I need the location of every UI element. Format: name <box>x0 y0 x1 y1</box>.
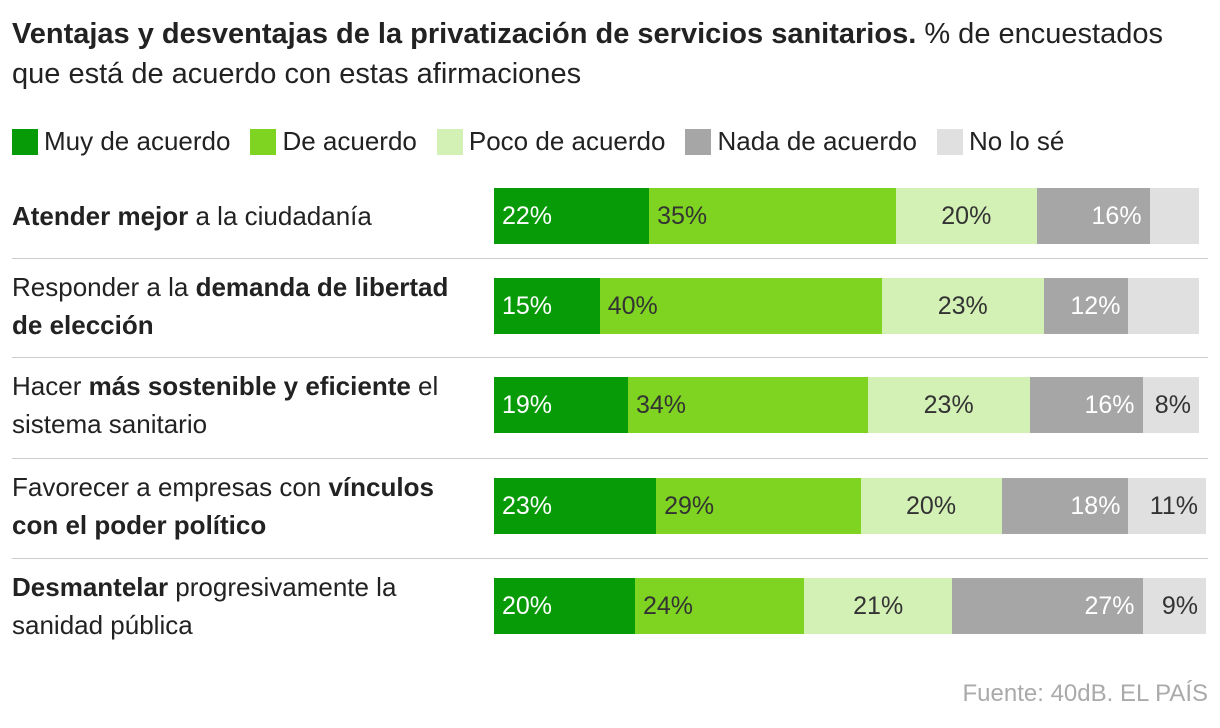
legend-swatch <box>250 128 277 155</box>
category-text: progresivamente la sanidad pública <box>12 572 397 640</box>
value-label: 35% <box>657 202 708 230</box>
bar-segment: 21% <box>804 578 953 634</box>
category-label: Atender mejor a la ciudadanía <box>12 197 482 235</box>
bar-segment: 23% <box>867 377 1030 433</box>
legend-item: No lo sé <box>936 126 1065 157</box>
bar-segment: 20% <box>895 188 1037 244</box>
category-label: Favorecer a empresas con vínculos con el… <box>12 468 482 544</box>
bar-segment: 29% <box>656 478 861 534</box>
bar-segment: 15% <box>494 278 600 334</box>
bar-segment: 11% <box>1128 478 1206 534</box>
bar-segment: 12% <box>1043 278 1129 334</box>
category-text: Favorecer a empresas con <box>12 472 329 502</box>
value-label: 8% <box>1154 391 1191 419</box>
bar-segment: 35% <box>649 188 896 244</box>
legend-swatch <box>685 128 712 155</box>
chart-title: Ventajas y desventajas de la privatizaci… <box>12 18 917 50</box>
bar-segment: 18% <box>1001 478 1129 534</box>
category-text: más sostenible y eficiente <box>88 371 411 401</box>
value-label: 16% <box>1091 202 1142 230</box>
category-text: Hacer <box>12 371 89 401</box>
bar-segment: 20% <box>860 478 1002 534</box>
value-label: 22% <box>502 202 553 230</box>
value-label: 15% <box>502 292 553 320</box>
legend-item: Muy de acuerdo <box>12 126 230 157</box>
separator <box>12 357 1208 358</box>
value-label: 40% <box>607 292 658 320</box>
value-label: 23% <box>923 391 974 419</box>
value-label: 23% <box>502 492 553 520</box>
separator <box>12 558 1208 559</box>
legend-label: No lo sé <box>968 126 1065 156</box>
value-label: 24% <box>642 592 694 620</box>
legend-label: De acuerdo <box>282 126 417 156</box>
value-label: 20% <box>502 592 553 620</box>
value-label: 9% <box>1161 592 1198 620</box>
legend: Muy de acuerdo De acuerdo Poco de acuerdo N… <box>12 126 1064 157</box>
bar-segment: 27% <box>952 578 1143 634</box>
legend-label: Muy de acuerdo <box>44 126 231 156</box>
bar-segment: 40% <box>599 278 882 334</box>
value-label: 29% <box>664 492 715 520</box>
source: Fuente: 40dB. EL PAÍS <box>962 680 1208 707</box>
category-text: vínculos con el poder político <box>12 472 434 540</box>
legend-swatch <box>12 128 38 155</box>
separator <box>12 458 1208 459</box>
legend-label: Poco de acuerdo <box>468 126 666 156</box>
category-text: Responder a la <box>12 272 196 302</box>
value-label: 20% <box>941 202 992 230</box>
bar-segment: 16% <box>1029 377 1143 433</box>
value-label: 20% <box>906 492 957 520</box>
legend-label: Nada de acuerdo <box>717 126 917 156</box>
category-text: demanda de libertad de elección <box>12 272 449 340</box>
value-label: 11% <box>1149 492 1198 520</box>
bar-segment: 22% <box>494 188 650 244</box>
legend-item: Poco de acuerdo <box>436 126 666 157</box>
value-label: 18% <box>1070 492 1121 520</box>
subtitle: % de encuestados que está de acuerdo con… <box>12 18 1163 90</box>
legend-swatch <box>436 128 463 155</box>
category-label: Hacer más sostenible y eficiente el sist… <box>12 367 482 443</box>
category-text: el sistema sanitario <box>12 371 439 439</box>
bar-segment: 19% <box>494 377 628 433</box>
bar-segment: 34% <box>627 377 868 433</box>
category-label: Responder a la demanda de libertad de el… <box>12 268 482 344</box>
category-label: Desmantelar progresivamente la sanidad p… <box>12 568 482 644</box>
category-text: Desmantelar <box>12 572 169 602</box>
legend-item: Nada de acuerdo <box>685 126 917 157</box>
bar-segment: 16% <box>1036 188 1150 244</box>
value-label: 12% <box>1070 292 1121 320</box>
category-text: Atender mejor <box>12 201 189 231</box>
category-text: a la ciudadanía <box>188 201 372 231</box>
value-label: 21% <box>853 592 904 620</box>
value-label: 19% <box>502 391 553 419</box>
bar-segment: 20% <box>494 578 635 634</box>
value-label: 23% <box>937 292 988 320</box>
legend-item: De acuerdo <box>250 126 417 157</box>
bar-segment: 9% <box>1142 578 1206 634</box>
legend-swatch <box>936 128 963 155</box>
value-label: 34% <box>635 391 686 419</box>
title-block: Ventajas y desventajas de la privatizaci… <box>12 14 1202 94</box>
separator <box>12 258 1208 259</box>
bar-segment <box>1149 188 1199 244</box>
bar-segment: 23% <box>881 278 1044 334</box>
bar-segment <box>1128 278 1199 334</box>
value-label: 16% <box>1084 391 1135 419</box>
bar-segment: 23% <box>494 478 657 534</box>
bar-segment: 8% <box>1142 377 1199 433</box>
bar-segment: 24% <box>634 578 805 634</box>
value-label: 27% <box>1084 592 1135 620</box>
